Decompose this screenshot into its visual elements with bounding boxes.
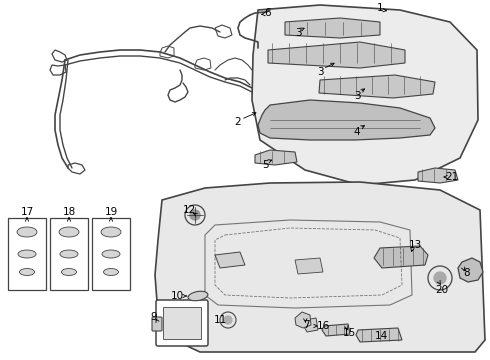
Text: 6: 6 [265,8,271,18]
Ellipse shape [60,250,78,258]
Polygon shape [252,5,478,185]
FancyBboxPatch shape [92,218,130,290]
Text: 12: 12 [182,205,196,215]
Text: 4: 4 [354,127,360,137]
Text: 14: 14 [374,331,388,341]
Polygon shape [303,318,318,332]
Text: 10: 10 [171,291,184,301]
Text: 3: 3 [294,28,301,38]
Ellipse shape [103,269,119,275]
Ellipse shape [101,227,121,237]
Ellipse shape [102,250,120,258]
Circle shape [190,210,200,220]
Polygon shape [418,168,458,183]
Polygon shape [356,328,402,342]
Polygon shape [295,258,323,274]
FancyBboxPatch shape [163,307,201,339]
Text: 2: 2 [235,117,241,127]
Ellipse shape [17,227,37,237]
Text: 8: 8 [464,268,470,278]
Polygon shape [255,150,297,165]
Circle shape [434,272,446,284]
Text: 5: 5 [262,160,269,170]
FancyBboxPatch shape [8,218,46,290]
Polygon shape [155,182,485,352]
Text: 17: 17 [21,207,34,217]
Polygon shape [374,246,428,268]
Text: 11: 11 [213,315,227,325]
FancyBboxPatch shape [152,317,162,331]
Text: 19: 19 [104,207,118,217]
Text: 18: 18 [62,207,75,217]
Polygon shape [285,18,380,38]
Ellipse shape [18,250,36,258]
Text: 9: 9 [151,312,157,322]
Polygon shape [258,100,435,140]
Ellipse shape [59,227,79,237]
Circle shape [224,316,232,324]
Ellipse shape [188,291,208,301]
Text: 13: 13 [408,240,421,250]
Polygon shape [295,312,311,328]
Text: 3: 3 [317,67,323,77]
Ellipse shape [20,269,34,275]
Text: 7: 7 [303,320,309,330]
Text: 21: 21 [445,172,459,182]
Text: 3: 3 [354,91,360,101]
Polygon shape [215,252,245,268]
Text: 1: 1 [377,3,383,13]
Polygon shape [268,42,405,68]
Ellipse shape [62,269,76,275]
Text: 20: 20 [436,285,448,295]
Polygon shape [322,324,350,336]
Text: 16: 16 [317,321,330,331]
Polygon shape [458,258,483,282]
FancyBboxPatch shape [156,300,208,346]
Text: 15: 15 [343,328,356,338]
Polygon shape [319,75,435,98]
FancyBboxPatch shape [50,218,88,290]
